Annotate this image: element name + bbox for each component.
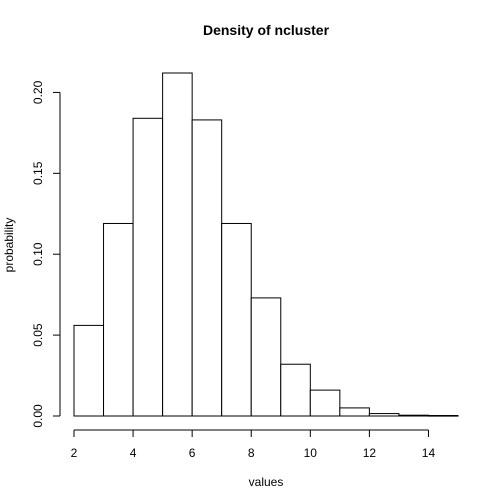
y-tick-label-4: 0.20 [31, 80, 45, 104]
y-tick-label-0: 0.00 [31, 404, 45, 428]
bars-group [73, 72, 459, 417]
histogram-bar-10 [368, 413, 400, 417]
histogram-bar-3 [162, 72, 193, 417]
x-tick-label-0: 2 [71, 446, 78, 460]
histogram-bar-12 [427, 415, 459, 417]
y-axis-title: probability [2, 218, 16, 273]
histogram-bar-4 [191, 119, 223, 417]
x-axis-title: values [249, 475, 284, 489]
histogram-bar-2 [132, 117, 164, 417]
x-tick-label-2: 6 [189, 446, 196, 460]
x-tick-label-1: 4 [130, 446, 137, 460]
histogram-bar-9 [339, 407, 370, 417]
chart-title: Density of ncluster [203, 22, 330, 38]
y-tick-label-3: 0.15 [31, 161, 45, 185]
y-axis: 0.00 0.05 0.10 0.15 0.20 [31, 80, 61, 428]
y-tick-label-2: 0.10 [31, 242, 45, 266]
y-tick-label-1: 0.05 [31, 323, 45, 347]
histogram-bar-5 [221, 222, 252, 417]
x-tick-label-4: 10 [304, 446, 318, 460]
histogram-bar-6 [250, 297, 282, 417]
histogram-bar-7 [280, 363, 311, 417]
x-tick-label-6: 14 [422, 446, 436, 460]
x-tick-label-3: 8 [248, 446, 255, 460]
histogram-bar-0 [73, 324, 105, 417]
histogram-bar-11 [398, 414, 429, 417]
histogram-bar-8 [309, 389, 341, 417]
x-axis: 2 4 6 8 10 12 14 [71, 429, 436, 460]
x-tick-label-5: 12 [363, 446, 377, 460]
histogram-bar-1 [103, 222, 134, 417]
